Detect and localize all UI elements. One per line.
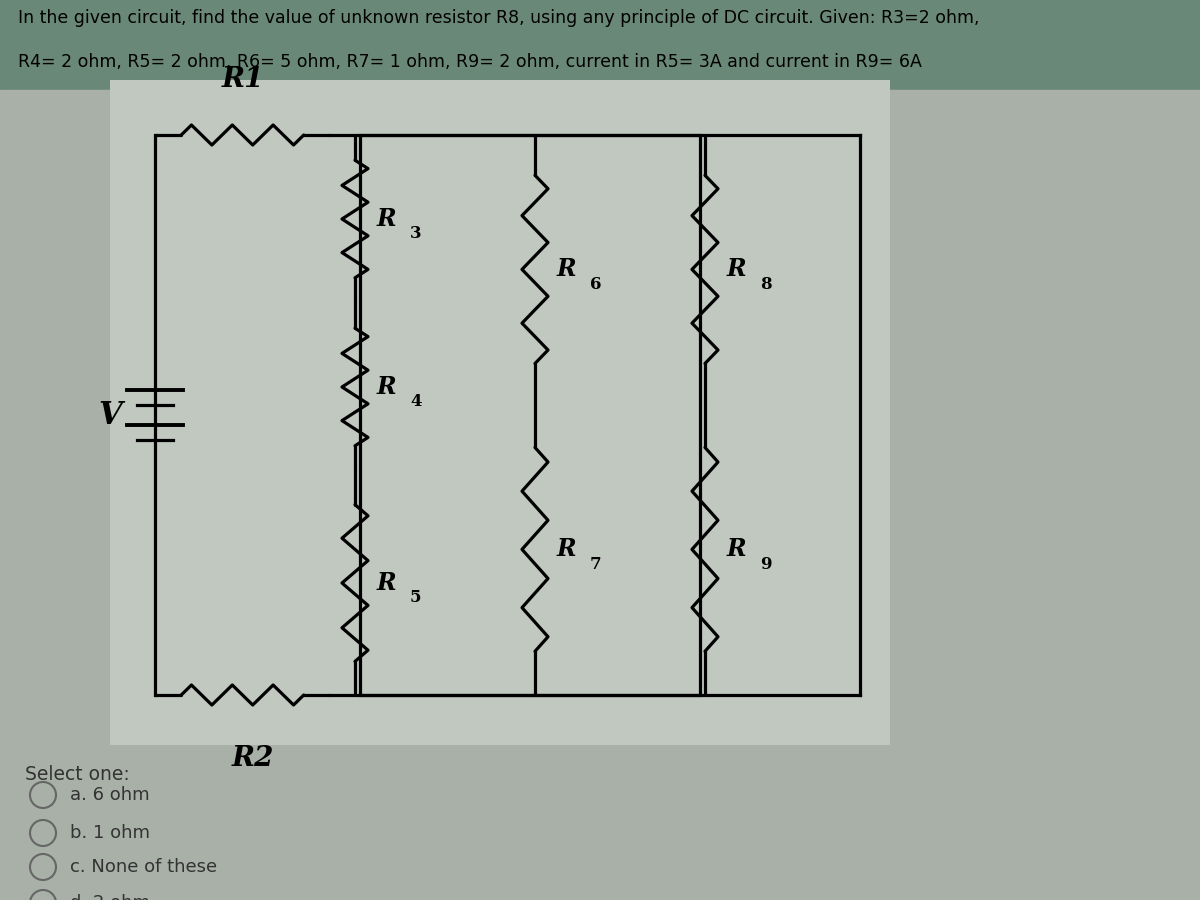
Bar xyxy=(0,0,1200,90)
Text: 9: 9 xyxy=(760,556,772,573)
Text: c. None of these: c. None of these xyxy=(70,858,217,876)
Text: R1: R1 xyxy=(221,66,264,93)
Text: 7: 7 xyxy=(590,556,601,573)
Text: R4= 2 ohm, R5= 2 ohm, R6= 5 ohm, R7= 1 ohm, R9= 2 ohm, current in R5= 3A and cur: R4= 2 ohm, R5= 2 ohm, R6= 5 ohm, R7= 1 o… xyxy=(18,53,922,71)
Text: 6: 6 xyxy=(590,276,601,292)
Text: In the given circuit, find the value of unknown resistor R8, using any principle: In the given circuit, find the value of … xyxy=(18,9,979,27)
Text: R: R xyxy=(377,571,397,595)
Text: 5: 5 xyxy=(410,590,421,607)
Text: R: R xyxy=(727,257,746,282)
Text: 8: 8 xyxy=(760,276,772,292)
Bar xyxy=(360,135,700,695)
Text: R2: R2 xyxy=(232,745,274,772)
Text: 3: 3 xyxy=(410,226,421,242)
Text: d. 2 ohm: d. 2 ohm xyxy=(70,894,150,900)
Text: R: R xyxy=(727,537,746,562)
Text: a. 6 ohm: a. 6 ohm xyxy=(70,786,150,804)
Text: b. 1 ohm: b. 1 ohm xyxy=(70,824,150,842)
Text: R: R xyxy=(377,207,397,231)
Text: R: R xyxy=(377,375,397,399)
Text: R: R xyxy=(557,537,577,562)
Bar xyxy=(110,80,890,745)
Text: 4: 4 xyxy=(410,393,421,410)
Text: V: V xyxy=(98,400,122,430)
Text: Select one:: Select one: xyxy=(25,765,130,784)
Text: R: R xyxy=(557,257,577,282)
